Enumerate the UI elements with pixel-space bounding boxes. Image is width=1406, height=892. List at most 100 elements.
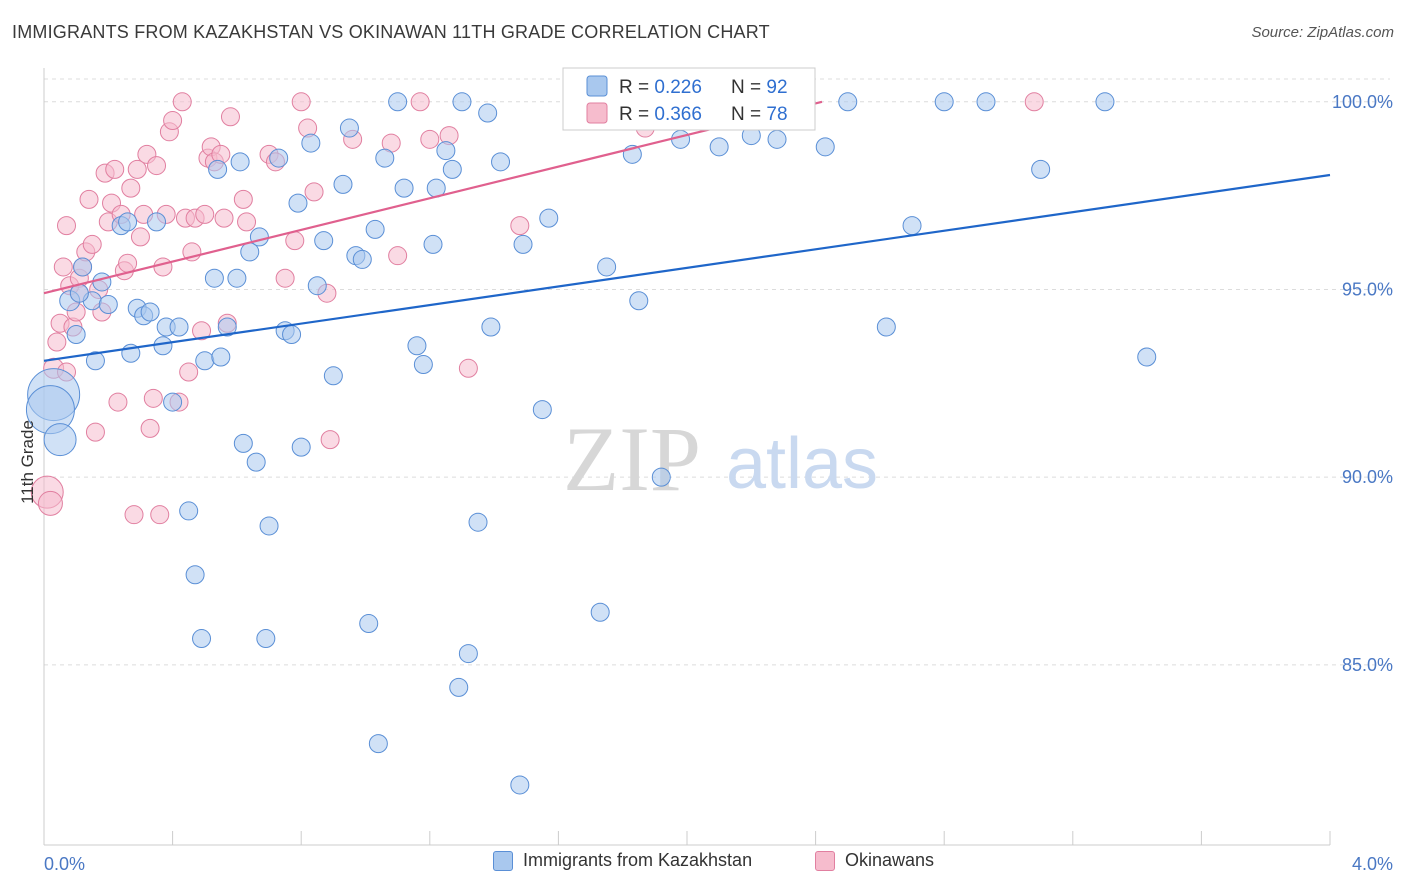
kazakhstan-point (510, 775, 530, 795)
kazakhstan-point (217, 317, 237, 337)
kazakhstan-point (481, 317, 501, 337)
okinawans-point (150, 505, 170, 525)
kazakhstan-point (1031, 159, 1051, 179)
okinawans-point (237, 212, 257, 232)
kazakhstan-point (597, 257, 617, 277)
kazakhstan-point (478, 103, 498, 123)
kazakhstan-point (256, 629, 276, 649)
okinawans-point (85, 422, 105, 442)
kazakhstan-point (269, 148, 289, 168)
kazakhstan-point (359, 614, 379, 634)
okinawans-point (220, 107, 240, 127)
okinawans-point (118, 253, 138, 273)
x-tick-label: 0.0% (44, 854, 85, 874)
y-tick-label: 85.0% (1342, 655, 1393, 675)
legend-label-kazakhstan: Immigrants from Kazakhstan (523, 850, 753, 870)
okinawans-point (127, 159, 147, 179)
legend-n-value-blue: 92 (766, 77, 787, 98)
kazakhstan-point (227, 268, 247, 288)
legend-swatch-okinawans (815, 850, 835, 871)
okinawans-point (458, 358, 478, 378)
kazakhstan-point (539, 208, 559, 228)
kazakhstan-point (314, 231, 334, 251)
kazakhstan-point (876, 317, 896, 337)
okinawans-point (172, 92, 192, 112)
kazakhstan-point (73, 257, 93, 277)
kazakhstan-point (449, 677, 469, 697)
kazakhstan-point (423, 234, 443, 254)
kazakhstan-point (169, 317, 189, 337)
kazakhstan-point (333, 174, 353, 194)
okinawans-trend-line (43, 100, 823, 295)
okinawans-point (233, 189, 253, 209)
okinawans-point (121, 178, 141, 198)
kazakhstan-point (388, 92, 408, 112)
correlation-legend: R = 0.226 N = 92 R = 0.366 N = 78 (562, 67, 816, 131)
okinawans-point (53, 257, 73, 277)
chart-title: IMMIGRANTS FROM KAZAKHSTAN VS OKINAWAN 1… (12, 22, 770, 42)
okinawans-point (410, 92, 430, 112)
kazakhstan-point (147, 212, 167, 232)
kazakhstan-point (671, 129, 691, 149)
kazakhstan-point (394, 178, 414, 198)
source-label: Source: ZipAtlas.com (1251, 24, 1394, 41)
legend-r-value-blue: 0.226 (654, 77, 702, 98)
watermark-atlas: atlas (726, 424, 878, 504)
okinawans-point (143, 388, 163, 408)
kazakhstan-point (307, 276, 327, 296)
okinawans-point (140, 418, 160, 438)
kazakhstan-point (282, 325, 302, 345)
kazakhstan-point (339, 118, 359, 138)
kazakhstan-point (934, 92, 954, 112)
kazakhstan-point (413, 355, 433, 375)
legend-label-okinawans: Okinawans (845, 850, 935, 870)
kazakhstan-point (458, 644, 478, 664)
kazakhstan-point (976, 92, 996, 112)
kazakhstan-point (291, 437, 311, 457)
legend-item-kazakhstan[interactable]: Immigrants from Kazakhstan (493, 850, 752, 871)
kazakhstan-point (767, 129, 787, 149)
kazakhstan-point (709, 137, 729, 157)
kazakhstan-point (208, 159, 228, 179)
okinawans-point (130, 227, 150, 247)
okinawans-point (153, 257, 173, 277)
okinawans-point (147, 156, 167, 176)
kazakhstan-point (590, 602, 610, 622)
okinawans-point (285, 231, 305, 251)
kazakhstan-point (365, 219, 385, 239)
kazakhstan-trend-line (43, 173, 1331, 362)
okinawans-point (320, 430, 340, 450)
kazakhstan-point (185, 565, 205, 585)
kazakhstan-point (233, 433, 253, 453)
kazakhstan-point (902, 216, 922, 236)
kazakhstan-point (98, 294, 118, 314)
legend-swatch-kazakhstan (493, 850, 513, 871)
okinawans-point (388, 246, 408, 266)
legend-swatch-blue (586, 75, 608, 97)
kazakhstan-point (532, 400, 552, 420)
legend-n-value-pink: 78 (766, 104, 787, 125)
kazakhstan-point (1095, 92, 1115, 112)
kazakhstan-point (246, 452, 266, 472)
kazakhstan-point (259, 516, 279, 536)
legend-n-label-blue: N = (731, 77, 766, 98)
okinawans-point (105, 159, 125, 179)
kazakhstan-point (92, 272, 112, 292)
legend-n-label-pink: N = (731, 104, 766, 125)
okinawans-point (291, 92, 311, 112)
kazakhstan-point (323, 366, 343, 386)
kazakhstan-point (468, 512, 488, 532)
kazakhstan-point (491, 152, 511, 172)
legend-row-blue: R = 0.226 N = 92 (619, 77, 788, 98)
okinawans-point (124, 505, 144, 525)
kazakhstan-point (85, 351, 105, 371)
kazakhstan-point (211, 347, 231, 367)
kazakhstan-point (352, 249, 372, 269)
legend-item-okinawans[interactable]: Okinawans (815, 850, 934, 871)
kazakhstan-point (301, 133, 321, 153)
legend-r-label-pink: R = (619, 104, 654, 125)
kazakhstan-point (43, 423, 77, 457)
watermark: ZIP atlas (563, 408, 878, 510)
kazakhstan-point (288, 193, 308, 213)
